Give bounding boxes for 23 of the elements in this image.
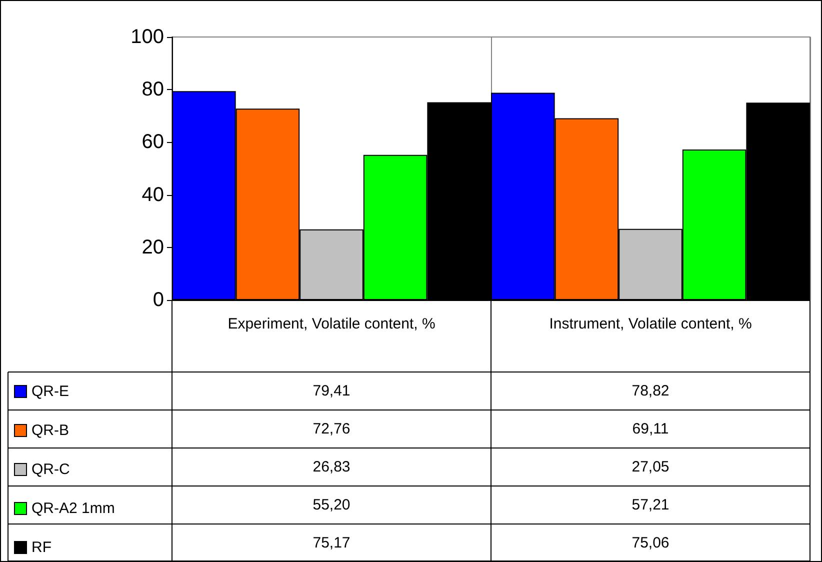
data-label: 75,06 — [632, 534, 670, 552]
data-label: 78,82 — [632, 382, 670, 400]
x-tick-label: Experiment, Volatile content, % — [228, 316, 436, 332]
y-tick-label: 100 — [130, 26, 164, 48]
legend-label: QR-A2 1mm — [32, 500, 115, 517]
data-label: 75,17 — [312, 534, 350, 552]
y-tick-label: 20 — [142, 236, 164, 258]
y-tick-label: 80 — [142, 78, 164, 101]
data-label: 79,41 — [312, 382, 350, 400]
legend-label: QR-B — [32, 422, 69, 439]
y-tick-label: 40 — [142, 184, 164, 206]
legend-label: QR-E — [32, 383, 69, 400]
data-label: 69,11 — [632, 420, 669, 438]
y-tick-label: 0 — [152, 289, 164, 311]
data-label: 57,21 — [632, 496, 670, 514]
data-label: 55,20 — [312, 496, 350, 514]
x-tick-label: Instrument, Volatile content, % — [549, 316, 752, 332]
legend-label: RF — [32, 539, 52, 556]
data-label: 72,76 — [312, 420, 350, 438]
data-label: 27,05 — [632, 458, 670, 476]
data-label: 26,83 — [312, 458, 350, 476]
y-tick-label: 60 — [142, 131, 164, 154]
legend-label: QR-C — [32, 461, 70, 478]
